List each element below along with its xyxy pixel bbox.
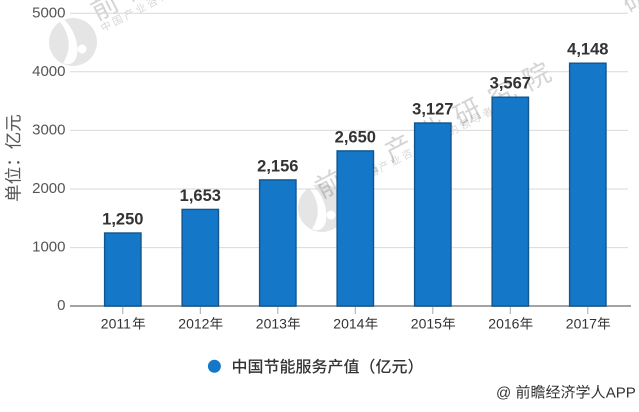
svg-text:2012: 2012: [178, 316, 209, 332]
svg-text:3,127: 3,127: [412, 101, 453, 119]
svg-text:0: 0: [57, 297, 65, 314]
svg-text:2015: 2015: [411, 316, 442, 332]
svg-text:1,653: 1,653: [180, 187, 221, 205]
svg-text:4000: 4000: [32, 63, 65, 80]
svg-text:2016: 2016: [488, 316, 519, 332]
svg-text:1000: 1000: [32, 239, 65, 256]
svg-text:4,148: 4,148: [567, 41, 608, 59]
svg-text:2014: 2014: [333, 316, 364, 332]
svg-text:APP: APP: [606, 385, 636, 402]
svg-text:2,156: 2,156: [257, 157, 298, 175]
svg-text:2017: 2017: [566, 316, 597, 332]
svg-text:3000: 3000: [32, 121, 65, 138]
svg-text:5000: 5000: [32, 4, 65, 21]
svg-text:2,650: 2,650: [335, 128, 376, 146]
svg-text:2013: 2013: [256, 316, 287, 332]
svg-text:2000: 2000: [32, 180, 65, 197]
svg-text:1,250: 1,250: [102, 211, 143, 229]
svg-text:3,567: 3,567: [490, 75, 531, 93]
svg-text:2011: 2011: [101, 316, 131, 332]
svg-text:@: @: [496, 385, 511, 402]
